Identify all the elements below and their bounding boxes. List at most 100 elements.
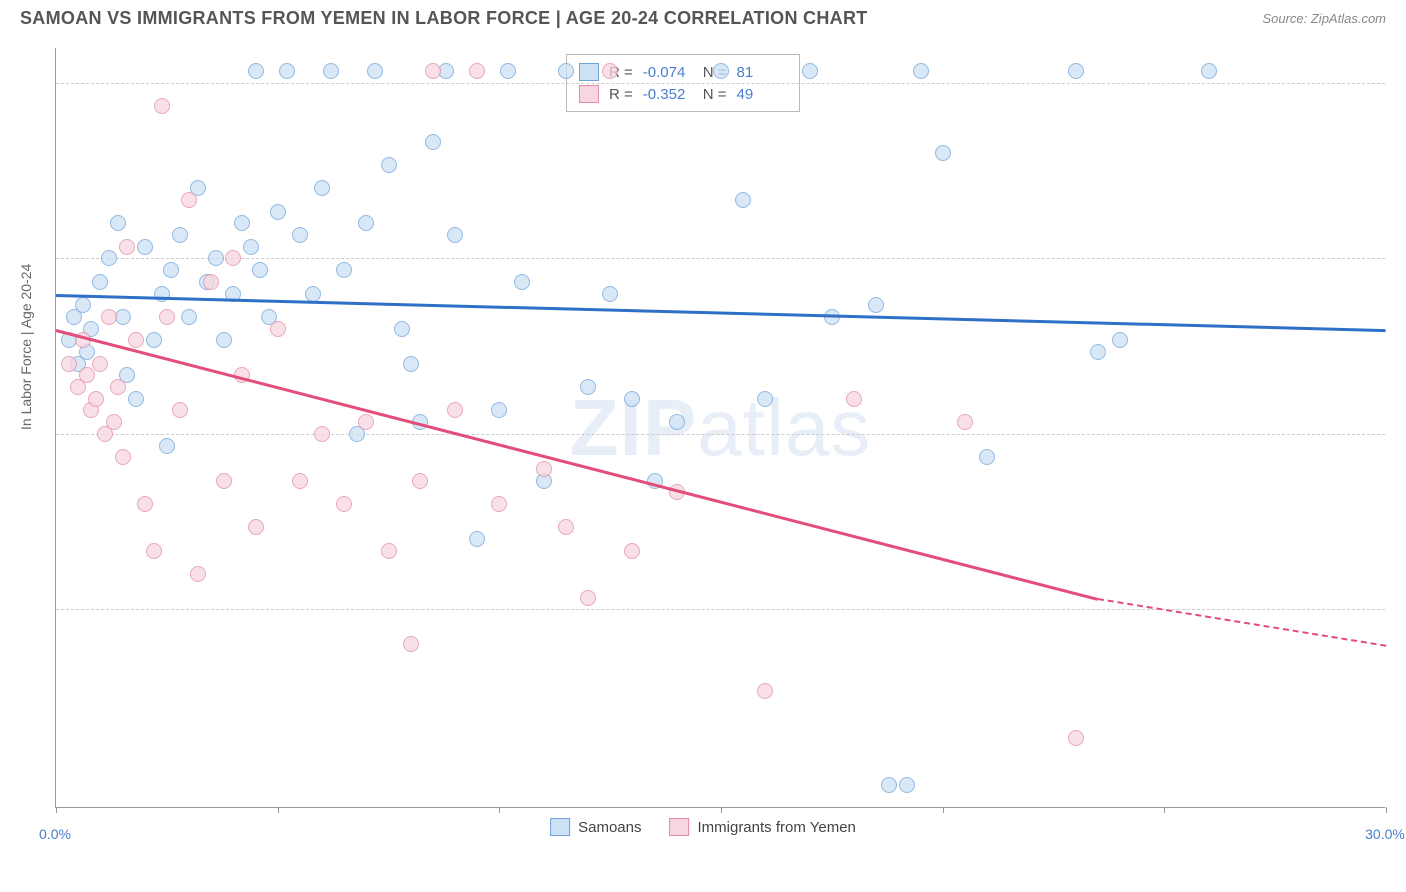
data-point: [248, 63, 264, 79]
data-point: [469, 531, 485, 547]
data-point: [358, 414, 374, 430]
data-point: [868, 297, 884, 313]
data-point: [208, 250, 224, 266]
legend-item-series2: Immigrants from Yemen: [669, 818, 855, 836]
data-point: [128, 332, 144, 348]
data-point: [115, 449, 131, 465]
data-point: [225, 250, 241, 266]
chart-title: SAMOAN VS IMMIGRANTS FROM YEMEN IN LABOR…: [20, 8, 868, 29]
data-point: [172, 227, 188, 243]
data-point: [110, 215, 126, 231]
data-point: [881, 777, 897, 793]
data-point: [491, 496, 507, 512]
x-tick: [1164, 807, 1165, 813]
x-tick: [499, 807, 500, 813]
data-point: [279, 63, 295, 79]
data-point: [292, 227, 308, 243]
n-label: N =: [703, 86, 727, 103]
data-point: [713, 63, 729, 79]
data-point: [172, 402, 188, 418]
data-point: [270, 204, 286, 220]
x-tick: [943, 807, 944, 813]
watermark: ZIPatlas: [570, 382, 871, 474]
x-tick: [721, 807, 722, 813]
r-label: R =: [609, 86, 633, 103]
data-point: [1112, 332, 1128, 348]
y-tick-label: 85.0%: [1395, 250, 1406, 266]
legend-label-series2: Immigrants from Yemen: [697, 819, 855, 836]
gridline: [56, 83, 1385, 84]
data-point: [381, 157, 397, 173]
swatch-series1: [579, 63, 599, 81]
data-point: [101, 309, 117, 325]
data-point: [403, 356, 419, 372]
r-value-series2: -0.352: [643, 86, 693, 103]
trend-line-extrapolated: [1098, 598, 1386, 647]
gridline: [56, 434, 1385, 435]
n-value-series2: 49: [737, 86, 787, 103]
data-point: [110, 379, 126, 395]
legend-label-series1: Samoans: [578, 819, 641, 836]
data-point: [899, 777, 915, 793]
data-point: [216, 473, 232, 489]
data-point: [412, 473, 428, 489]
data-point: [1068, 730, 1084, 746]
data-point: [1068, 63, 1084, 79]
n-value-series1: 81: [737, 64, 787, 81]
legend: Samoans Immigrants from Yemen: [550, 818, 856, 836]
data-point: [624, 543, 640, 559]
legend-item-series1: Samoans: [550, 818, 641, 836]
data-point: [1090, 344, 1106, 360]
data-point: [381, 543, 397, 559]
data-point: [580, 590, 596, 606]
gridline: [56, 609, 1385, 610]
swatch-series2: [579, 85, 599, 103]
data-point: [802, 63, 818, 79]
data-point: [92, 356, 108, 372]
data-point: [146, 543, 162, 559]
x-tick-label: 30.0%: [1365, 826, 1405, 842]
y-tick-label: 100.0%: [1395, 75, 1406, 91]
data-point: [106, 414, 122, 430]
data-point: [128, 391, 144, 407]
swatch-series2: [669, 818, 689, 836]
trend-line: [56, 294, 1386, 332]
data-point: [163, 262, 179, 278]
data-point: [735, 192, 751, 208]
data-point: [336, 262, 352, 278]
data-point: [358, 215, 374, 231]
data-point: [957, 414, 973, 430]
data-point: [181, 192, 197, 208]
data-point: [79, 367, 95, 383]
data-point: [602, 286, 618, 302]
data-point: [602, 63, 618, 79]
data-point: [243, 239, 259, 255]
data-point: [500, 63, 516, 79]
y-tick-label: 55.0%: [1395, 601, 1406, 617]
source-attribution: Source: ZipAtlas.com: [1262, 11, 1386, 26]
data-point: [403, 636, 419, 652]
data-point: [558, 519, 574, 535]
data-point: [270, 321, 286, 337]
data-point: [979, 449, 995, 465]
data-point: [669, 414, 685, 430]
data-point: [61, 356, 77, 372]
data-point: [159, 309, 175, 325]
data-point: [101, 250, 117, 266]
data-point: [323, 63, 339, 79]
scatter-chart: ZIPatlas R = -0.074 N = 81 R = -0.352 N …: [55, 48, 1385, 808]
data-point: [846, 391, 862, 407]
data-point: [558, 63, 574, 79]
data-point: [252, 262, 268, 278]
data-point: [536, 461, 552, 477]
data-point: [216, 332, 232, 348]
data-point: [314, 180, 330, 196]
data-point: [491, 402, 507, 418]
x-tick: [278, 807, 279, 813]
data-point: [75, 297, 91, 313]
data-point: [913, 63, 929, 79]
data-point: [757, 391, 773, 407]
data-point: [119, 239, 135, 255]
data-point: [935, 145, 951, 161]
data-point: [447, 402, 463, 418]
